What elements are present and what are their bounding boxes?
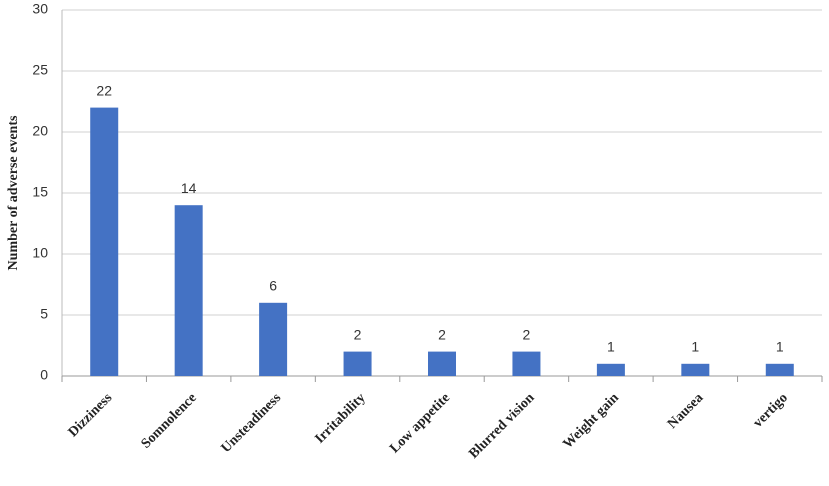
data-label: 2 — [354, 326, 362, 342]
y-tick-label: 25 — [32, 62, 48, 78]
bar — [596, 363, 625, 376]
x-tick-label: Somnolence — [139, 390, 200, 451]
y-tick-label: 20 — [32, 123, 48, 139]
x-tick-label: Nausea — [665, 390, 706, 431]
data-label: 6 — [269, 278, 277, 294]
x-tick-label: Blurred vision — [466, 390, 537, 461]
bar — [681, 363, 710, 376]
data-label: 1 — [607, 339, 615, 355]
data-label: 22 — [96, 82, 112, 98]
y-tick-label: 15 — [32, 184, 48, 200]
y-tick-label: 30 — [32, 1, 48, 17]
bar — [90, 107, 119, 376]
x-tick-label: Weight gain — [560, 390, 622, 452]
bar — [428, 351, 456, 376]
bar — [174, 205, 203, 376]
data-label: 2 — [523, 326, 531, 342]
x-tick-label: Unsteadiness — [219, 390, 285, 456]
bar — [259, 302, 288, 376]
data-label: 14 — [181, 180, 197, 196]
bar — [512, 351, 541, 376]
data-label: 2 — [438, 326, 446, 342]
x-tick-label: Dizziness — [66, 390, 116, 440]
y-tick-label: 0 — [40, 367, 48, 383]
y-axis-label: Number of adverse events — [6, 115, 21, 270]
y-tick-label: 5 — [40, 306, 48, 322]
data-label: 1 — [776, 339, 784, 355]
bar — [343, 351, 372, 376]
x-tick-label: Low appetite — [387, 390, 453, 456]
y-tick-label: 10 — [32, 245, 48, 261]
x-tick-label: Irritability — [312, 390, 368, 446]
data-label: 1 — [691, 339, 699, 355]
bar — [765, 363, 794, 376]
x-tick-label: vertigo — [751, 390, 791, 430]
